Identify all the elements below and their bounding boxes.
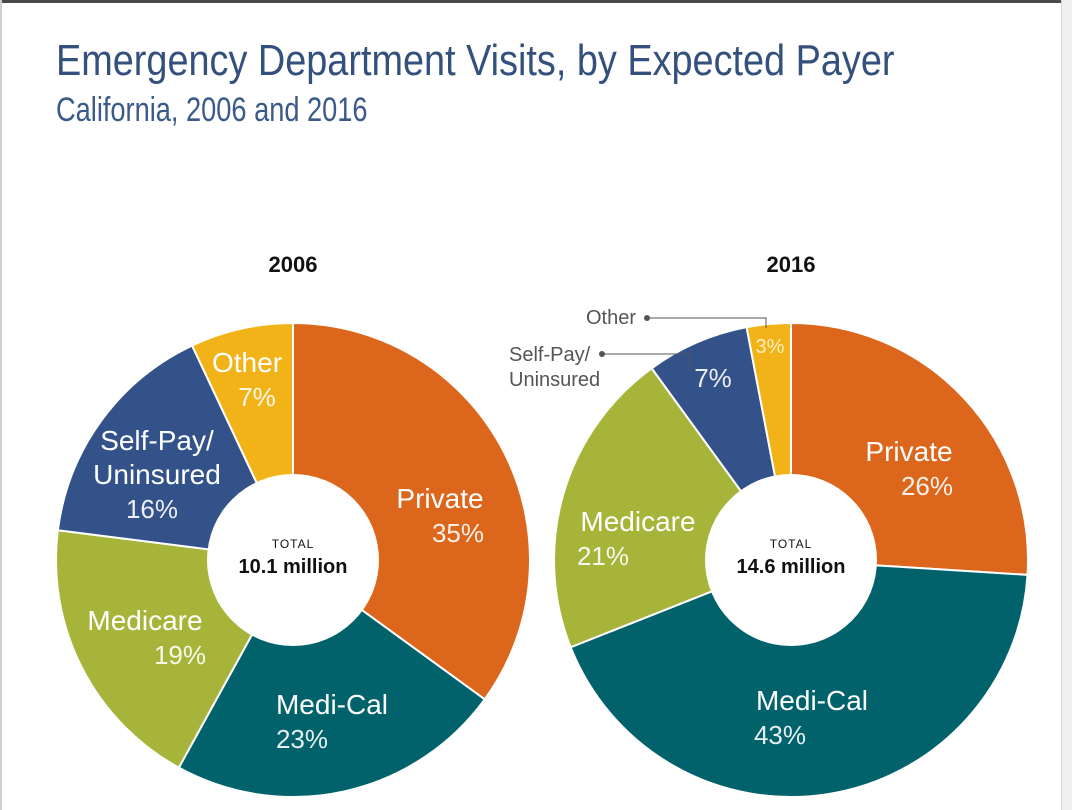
total-label-2016: TOTAL <box>770 537 813 551</box>
slice-value-private-2016: 26% <box>901 471 953 501</box>
chart-subtitle: California, 2006 and 2016 <box>56 91 368 129</box>
callout-line-self-pay-uninsured <box>602 353 691 370</box>
slice-value-self-pay-uninsured-2016: 7% <box>694 363 732 393</box>
top-border <box>0 0 1072 3</box>
chart-title: Emergency Department Visits, by Expected… <box>56 36 895 85</box>
chart-year-2006: 2006 <box>269 252 318 277</box>
slice-name-other-2006: Other <box>212 347 282 378</box>
slice-value-medi-cal-2016: 43% <box>754 720 806 750</box>
slice-name-medicare-2006: Medicare <box>87 605 202 636</box>
callout-label-other: Other <box>586 307 636 329</box>
slice-name-self-pay-uninsured-2006: Uninsured <box>93 459 221 490</box>
slice-name-self-pay-uninsured-2006: Self-Pay/ <box>100 425 214 456</box>
left-border <box>0 0 2 810</box>
slice-value-medicare-2006: 19% <box>154 640 206 670</box>
slice-name-medicare-2016: Medicare <box>580 506 695 537</box>
callout-dot-self-pay-uninsured <box>599 351 605 357</box>
slice-value-medi-cal-2006: 23% <box>276 724 328 754</box>
total-label-2006: TOTAL <box>272 537 315 551</box>
donut-chart-2006: 2006 TOTAL 10.1 million Private 35% Medi-Cal 2… <box>55 252 531 798</box>
callout-line-other <box>647 317 767 328</box>
right-scroll-edge <box>1061 0 1072 810</box>
slice-value-other-2016: 3% <box>756 336 785 358</box>
callout-label-self-pay-uninsured: Self-Pay/ <box>509 344 591 366</box>
total-value-2006: 10.1 million <box>239 556 348 578</box>
slice-medi-cal-2016 <box>569 558 1029 798</box>
slice-private-2006 <box>292 321 531 701</box>
chart-year-2016: 2016 <box>767 252 816 277</box>
donut-hole-2006 <box>207 474 379 646</box>
slice-name-medi-cal-2006: Medi-Cal <box>276 689 388 720</box>
donut-chart-2016: 2016 TOTAL 14.6 million Private 26% Medi-Cal 4… <box>509 252 1029 798</box>
total-value-2016: 14.6 million <box>737 556 846 578</box>
donut-hole-2016 <box>705 474 877 646</box>
slice-name-private-2016: Private <box>865 436 952 467</box>
slice-value-private-2006: 35% <box>432 518 484 548</box>
slice-value-medicare-2016: 21% <box>577 541 629 571</box>
slice-medi-cal-2006 <box>177 558 487 798</box>
slice-name-private-2006: Private <box>396 483 483 514</box>
callout-label-self-pay-uninsured: Uninsured <box>509 369 600 391</box>
callout-dot-other <box>644 315 650 321</box>
slice-value-other-2006: 7% <box>238 382 276 412</box>
slice-value-self-pay-uninsured-2006: 16% <box>126 494 178 524</box>
slice-name-medi-cal-2016: Medi-Cal <box>756 685 868 716</box>
